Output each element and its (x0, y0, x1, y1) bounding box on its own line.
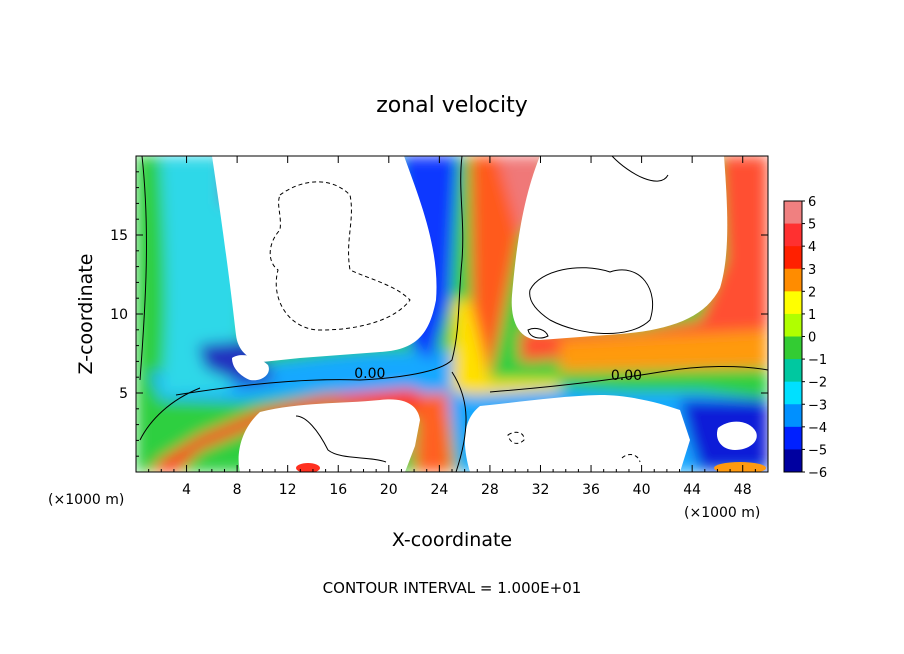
contour-line (527, 327, 549, 339)
field-region (452, 300, 560, 395)
colorbar-swatch (784, 359, 802, 383)
colorbar-swatch (784, 404, 802, 428)
x-tick-label: 36 (582, 482, 600, 498)
out-of-range-region (212, 156, 437, 362)
velocity-field (136, 156, 768, 472)
contour-line (139, 387, 201, 441)
x-tick-label: 32 (532, 482, 550, 498)
colorbar-label: 2 (808, 285, 816, 300)
x-unit-label: (×1000 m) (48, 492, 124, 508)
y-axis: 5 10 15 (110, 171, 768, 457)
colorbar: 6 5 4 3 2 1 0 −1 −2 −3 −4 −5 −6 (783, 195, 827, 481)
field-hotspot (296, 463, 320, 472)
y-tick-label: 10 (110, 307, 128, 323)
contour-line (621, 454, 641, 463)
x-tick-label: 28 (481, 482, 499, 498)
colorbar-label: 6 (808, 195, 816, 210)
colorbar-label: −4 (808, 421, 827, 436)
contour-label: 0.00 (611, 368, 642, 384)
colorbar-swatch (784, 313, 802, 337)
field-region (520, 156, 768, 365)
colorbar-label: 4 (808, 240, 816, 255)
colorbar-swatch (784, 449, 802, 473)
out-of-range-region (716, 421, 757, 450)
colorbar-swatch (784, 291, 802, 315)
y-tick-label: 15 (110, 228, 128, 244)
out-of-range-region (511, 156, 728, 340)
y-axis-title: Z-coordinate (75, 254, 97, 375)
colorbar-swatch (784, 201, 802, 225)
contour-interval-note: CONTOUR INTERVAL = 1.000E+01 (323, 579, 582, 597)
colorbar-label: −6 (808, 466, 827, 481)
colorbar-label: −1 (808, 353, 827, 368)
x-tick-label: 44 (683, 482, 701, 498)
contour-line (507, 431, 525, 444)
x-tick-label: 12 (279, 482, 297, 498)
colorbar-swatch (784, 223, 802, 247)
x-axis: 4 8 12 16 20 24 28 32 36 40 44 48 (148, 156, 756, 498)
colorbar-label: 0 (808, 331, 816, 346)
x-tick-label: 48 (734, 482, 752, 498)
x-tick-label: 8 (233, 482, 242, 498)
out-of-range-region (232, 355, 269, 381)
chart-title: zonal velocity (376, 93, 528, 118)
contour-line (611, 156, 669, 182)
contour-line (175, 156, 464, 396)
contour-line (489, 365, 768, 393)
x-axis-title: X-coordinate (392, 529, 512, 551)
colorbar-label: −3 (808, 398, 827, 413)
colorbar-label: −2 (808, 376, 827, 391)
x-tick-label: 24 (430, 482, 448, 498)
x-tick-label: 40 (633, 482, 651, 498)
contour-line (451, 371, 467, 472)
contour-line (269, 181, 411, 331)
plot-area (135, 155, 769, 473)
x-unit-label-right: (×1000 m) (684, 505, 760, 521)
colorbar-label: 1 (808, 308, 816, 323)
colorbar-swatch (784, 381, 802, 405)
colorbar-swatch (784, 246, 802, 270)
x-tick-label: 20 (380, 482, 398, 498)
contour-line (529, 267, 654, 335)
colorbar-swatch (784, 336, 802, 360)
out-of-range-region (464, 395, 690, 472)
colorbar-swatch (784, 268, 802, 292)
colorbar-label: 5 (808, 218, 816, 233)
out-of-range-region (238, 399, 420, 472)
field-region (415, 392, 452, 472)
contour-label: 0.00 (354, 366, 385, 382)
colorbar-label: 3 (808, 263, 816, 278)
contour-line (139, 156, 147, 381)
x-tick-label: 16 (329, 482, 347, 498)
field-hotspot (714, 462, 766, 472)
y-tick-label: 5 (119, 386, 128, 402)
x-tick-label: 4 (182, 482, 191, 498)
field-region (560, 330, 768, 372)
contour-lines (139, 156, 768, 472)
contour-line (295, 415, 387, 463)
contour-labels: 0.00 0.00 (354, 366, 642, 384)
colorbar-label: −5 (808, 443, 827, 458)
colorbar-swatch (784, 426, 802, 450)
